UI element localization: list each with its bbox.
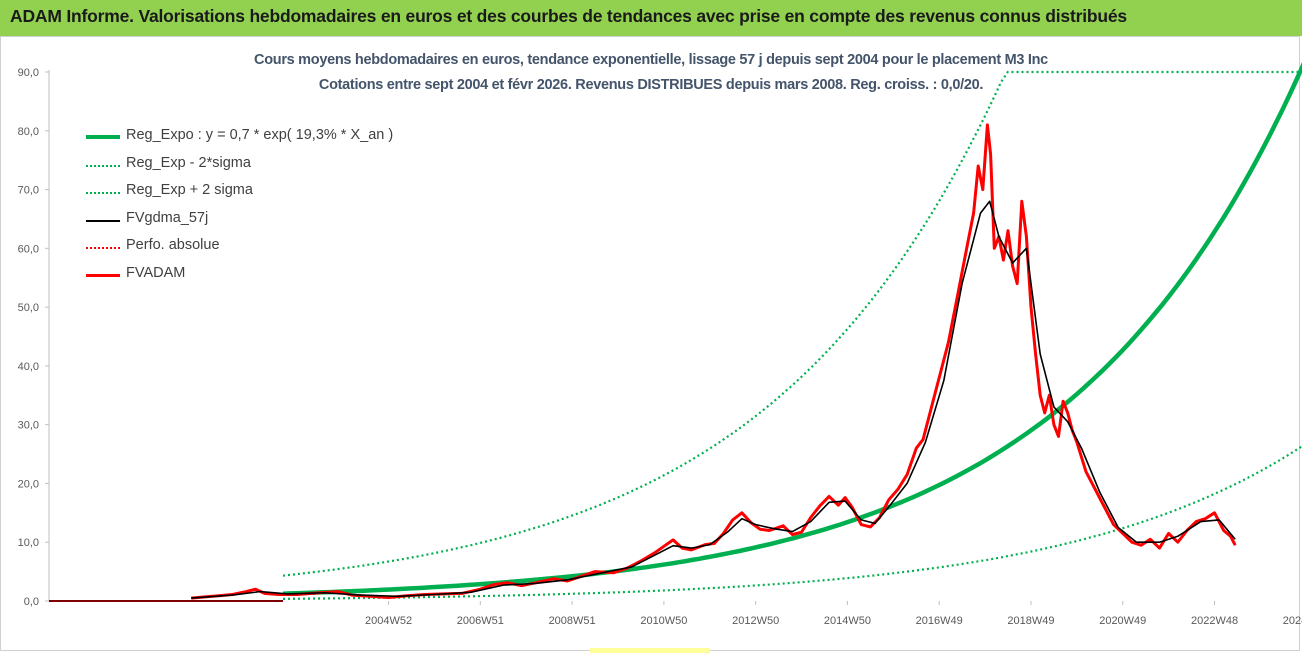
x-tick-label: 2016W49 [916,615,963,627]
y-tick-label: 20,0 [18,478,39,490]
y-tick-label: 50,0 [18,302,39,314]
legend-label: Reg_Expo : y = 0,7 * exp( 19,3% * X_an ) [126,127,394,143]
legend-swatch [86,164,120,167]
series-reg-exp-minus-2sigma [282,444,1302,600]
x-tick-label: 2020W49 [1099,615,1146,627]
chart-subtitle: Cotations entre sept 2004 et févr 2026. … [318,77,984,93]
y-tick-label: 30,0 [18,420,39,432]
legend-swatch [86,219,120,222]
x-tick-label: 2010W50 [640,615,687,627]
series-fvadam [191,123,1237,600]
y-tick-label: 0,0 [24,596,39,608]
x-tick-label: 2014W50 [824,615,871,627]
report-header: ADAM Informe. Valorisations hebdomadaire… [0,0,1302,36]
chart-area [0,36,1300,651]
x-tick-label: 2024W48 [1283,615,1302,627]
x-tick-label: 2006W51 [457,615,504,627]
y-tick-label: 60,0 [18,243,39,255]
legend-label: FVADAM [126,264,186,281]
series-reg-expo [282,62,1302,596]
legend-swatch [86,192,120,194]
x-tick-label: 2004W52 [365,615,412,627]
y-tick-label: 70,0 [18,185,39,197]
series-reg-exp-plus-2sigma [282,70,1302,577]
legend-label: Reg_Exp - 2*sigma [126,154,251,171]
x-tick-label: 2008W51 [549,615,596,627]
y-tick-label: 40,0 [18,361,39,373]
legend-label: Reg_Exp + 2 sigma [126,182,253,198]
x-tick-label: 2022W48 [1191,615,1238,627]
chart-title: Cours moyens hebdomadaires en euros, ten… [254,52,1048,68]
series-fvgdma-57j [191,200,1236,599]
x-tick-label: 2012W50 [732,615,779,627]
legend-swatch [86,135,120,139]
y-tick-label: 90,0 [18,67,39,79]
x-tick-label: 2018W49 [1007,615,1054,627]
report-title: ADAM Informe. Valorisations hebdomadaire… [10,6,1127,26]
legend-label: FVgdma_57j [126,209,209,226]
legend-swatch [86,273,120,277]
legend-swatch [86,247,120,249]
y-tick-label: 80,0 [18,126,39,138]
legend-label: Perfo. absolue [126,237,220,253]
y-tick-label: 10,0 [18,537,39,549]
bottom-highlight [590,648,710,653]
